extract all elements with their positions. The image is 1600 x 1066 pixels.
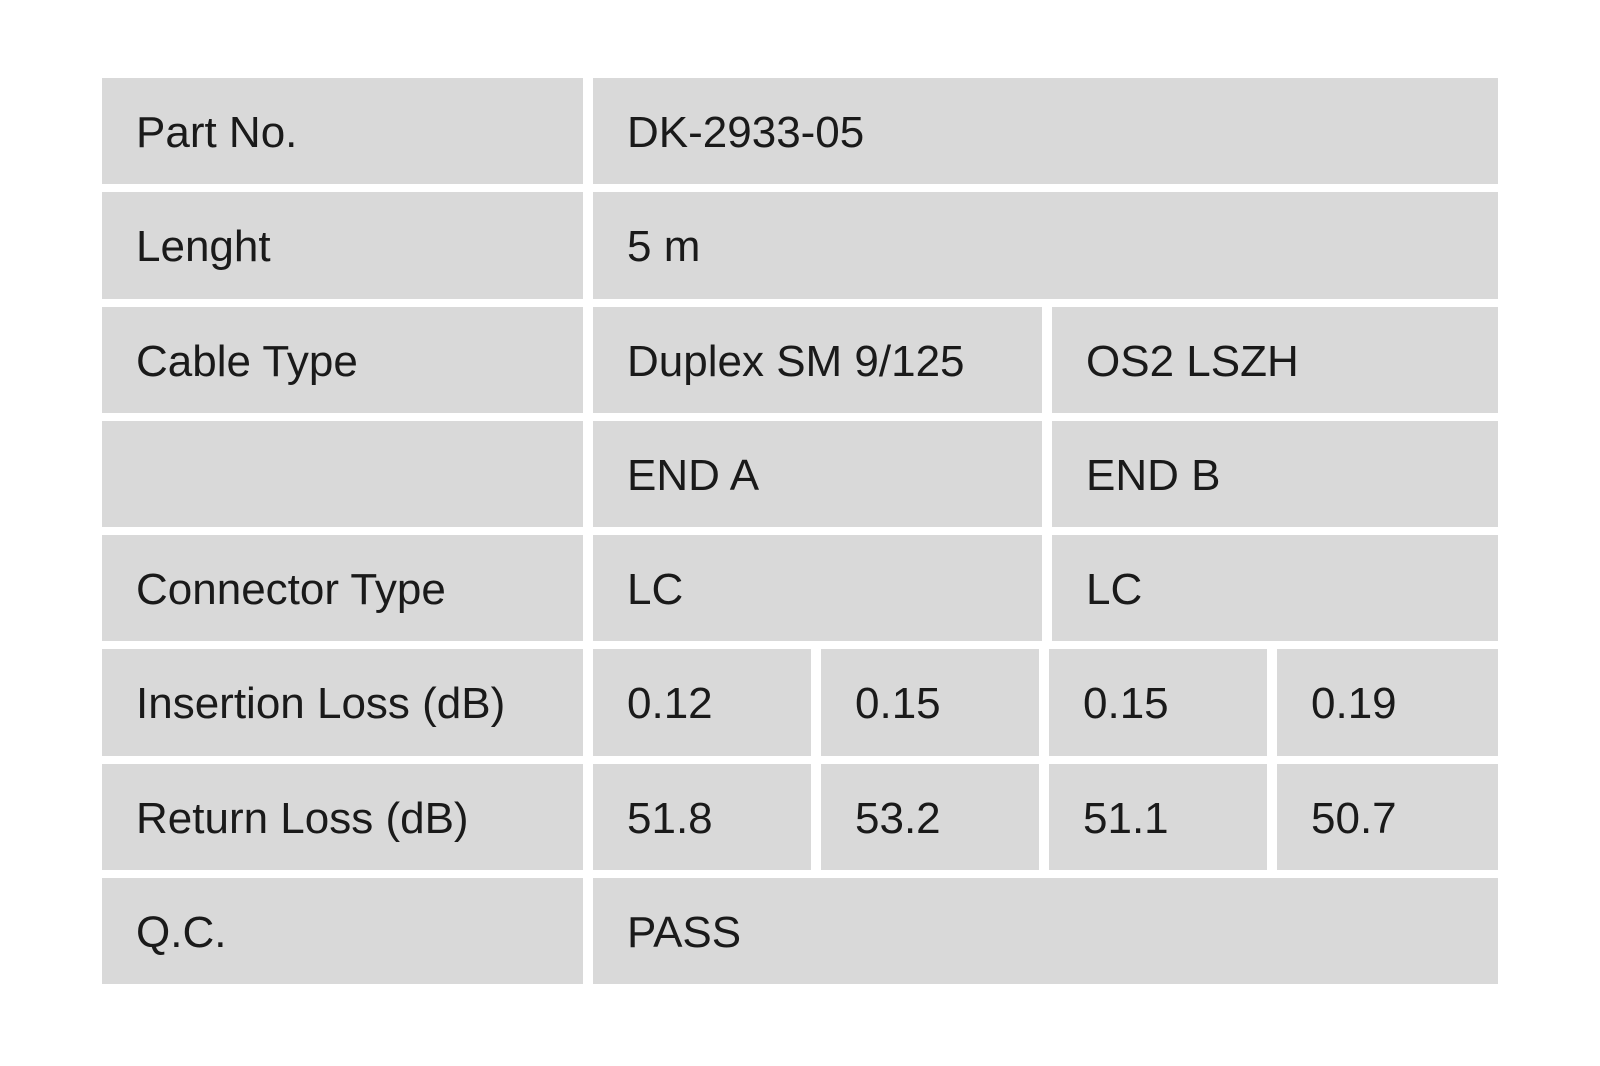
insertion-loss-end-b-2: 0.19 [1277,649,1498,756]
qc-value: PASS [593,877,1498,984]
table-row-ends-header: END A END B [102,420,1498,527]
cable-spec-table: Part No. DK-2933-05 Lenght 5 m Cable Typ… [102,78,1498,984]
table-row-cable-type: Cable Type Duplex SM 9/125 OS2 LSZH [102,306,1498,413]
return-loss-end-b-1: 51.1 [1049,763,1267,870]
part-no-label: Part No. [102,78,583,185]
cable-type-value-b: OS2 LSZH [1052,306,1498,413]
insertion-loss-label: Insertion Loss (dB) [102,649,583,756]
table-row-insertion-loss: Insertion Loss (dB) 0.12 0.15 0.15 0.19 [102,649,1498,756]
cable-type-label: Cable Type [102,306,583,413]
table-row-part-no: Part No. DK-2933-05 [102,78,1498,185]
table-row-connector-type: Connector Type LC LC [102,535,1498,642]
connector-type-label: Connector Type [102,535,583,642]
return-loss-end-b-2: 50.7 [1277,763,1498,870]
table-row-length: Lenght 5 m [102,192,1498,299]
return-loss-end-a-1: 51.8 [593,763,811,870]
table-row-qc: Q.C. PASS [102,877,1498,984]
length-label: Lenght [102,192,583,299]
ends-header-empty-cell [102,420,583,527]
cable-type-value-a: Duplex SM 9/125 [593,306,1042,413]
end-a-header: END A [593,420,1042,527]
connector-type-end-b: LC [1052,535,1498,642]
insertion-loss-end-a-2: 0.15 [821,649,1039,756]
length-value: 5 m [593,192,1498,299]
connector-type-end-a: LC [593,535,1042,642]
qc-label: Q.C. [102,877,583,984]
end-b-header: END B [1052,420,1498,527]
insertion-loss-end-a-1: 0.12 [593,649,811,756]
part-no-value: DK-2933-05 [593,78,1498,185]
table-row-return-loss: Return Loss (dB) 51.8 53.2 51.1 50.7 [102,763,1498,870]
return-loss-end-a-2: 53.2 [821,763,1039,870]
insertion-loss-end-b-1: 0.15 [1049,649,1267,756]
return-loss-label: Return Loss (dB) [102,763,583,870]
